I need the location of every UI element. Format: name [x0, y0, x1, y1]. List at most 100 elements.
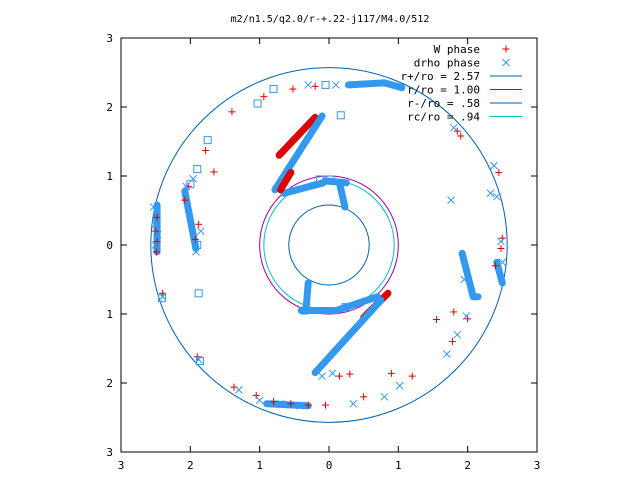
cross-marker-b	[460, 275, 469, 284]
data-point	[193, 353, 201, 361]
data-point	[210, 168, 218, 176]
spiral-arm-segment	[311, 296, 385, 377]
cross-marker-b	[153, 230, 162, 239]
data-point	[448, 338, 456, 346]
data-point	[182, 182, 191, 191]
spiral-arm-segment	[276, 169, 295, 194]
data-point	[157, 294, 166, 303]
data-point	[296, 401, 304, 410]
data-point	[490, 161, 498, 170]
cross-marker-b	[304, 81, 313, 89]
data-point	[253, 99, 262, 108]
chart-title: m2/n1.5/q2.0/r-+.22-j117/M4.0/512	[231, 14, 430, 25]
data-point	[450, 308, 458, 316]
data-point	[196, 227, 205, 236]
data-point	[432, 316, 440, 324]
data-point	[322, 401, 330, 409]
data-point	[235, 386, 243, 394]
data-point	[260, 93, 268, 101]
legend-marker	[502, 58, 510, 67]
data-points	[149, 80, 507, 410]
x-tick-label: 3	[118, 459, 125, 472]
data-point	[491, 262, 499, 270]
data-point	[151, 241, 160, 249]
cross-marker-b	[151, 241, 160, 249]
data-point	[336, 111, 345, 120]
data-point	[193, 241, 202, 249]
data-point	[497, 237, 505, 246]
y-tick-label: 3	[106, 446, 113, 459]
y-tick-label: 2	[106, 377, 113, 390]
legend-label: W phase	[434, 43, 480, 56]
data-point	[193, 165, 202, 174]
spiral-arm-segment	[280, 179, 327, 197]
spiral-arm-segment	[275, 113, 319, 159]
data-point	[498, 258, 507, 267]
x-tick-label: 0	[326, 459, 333, 472]
cross-marker-b	[349, 399, 358, 408]
spiral-arm-segment	[380, 79, 406, 92]
spiral-arm-segment	[181, 187, 200, 252]
data-point	[252, 391, 260, 399]
data-point	[276, 399, 285, 408]
data-point	[152, 206, 161, 215]
cross-marker-b	[395, 381, 404, 390]
cross-marker-b	[192, 248, 200, 256]
cross-marker-b	[492, 192, 501, 201]
data-point	[462, 312, 471, 320]
data-point	[304, 401, 312, 409]
spiral-arm-segment	[458, 249, 477, 301]
y-tick-label: 1	[106, 170, 113, 183]
data-point	[195, 220, 203, 228]
data-point	[153, 213, 161, 221]
cross-marker-b	[447, 196, 455, 205]
data-point	[395, 381, 404, 390]
spiral-arm-segment	[332, 293, 382, 315]
data-point	[203, 136, 212, 145]
data-point	[443, 350, 451, 358]
legend-marker	[502, 45, 510, 53]
data-point	[497, 244, 505, 252]
x-tick-label: 2	[187, 459, 194, 472]
y-tick-label: 2	[106, 101, 113, 114]
spiral-arm-segment	[344, 79, 388, 89]
cross-marker-b	[380, 392, 389, 401]
data-point	[151, 220, 160, 229]
data-point	[408, 372, 416, 380]
data-point	[453, 330, 462, 339]
data-point	[287, 400, 295, 408]
data-point	[269, 85, 278, 94]
cross-marker-b	[328, 369, 337, 378]
legend-label: rc/ro = .94	[407, 111, 480, 124]
radius-circle	[288, 204, 370, 286]
legend-label: r+/ro = 2.57	[401, 70, 480, 83]
cross-marker-b	[296, 401, 304, 410]
cross-marker-b	[332, 81, 340, 89]
data-point	[464, 315, 472, 323]
data-point	[492, 192, 501, 201]
data-point	[321, 80, 330, 89]
data-point	[289, 85, 297, 93]
data-point	[196, 356, 205, 365]
data-point	[332, 81, 340, 89]
data-point	[153, 230, 162, 239]
cross-marker-b	[276, 399, 285, 408]
data-point	[152, 248, 160, 256]
cross-marker-b	[453, 330, 462, 339]
x-tick-label: 2	[464, 459, 471, 472]
spiral-arm-segment	[335, 179, 349, 211]
data-point	[194, 289, 203, 298]
cross-marker-b	[235, 386, 243, 394]
data-point	[228, 108, 236, 116]
legend-label: r-/ro = .58	[407, 97, 480, 110]
data-point	[495, 169, 503, 177]
y-tick-label: 3	[106, 32, 113, 45]
cross-marker-b	[490, 161, 498, 170]
data-point	[328, 369, 337, 378]
data-point	[315, 175, 324, 184]
radius-circle	[150, 67, 508, 423]
data-point	[457, 132, 465, 140]
cross-marker-b	[318, 372, 326, 380]
